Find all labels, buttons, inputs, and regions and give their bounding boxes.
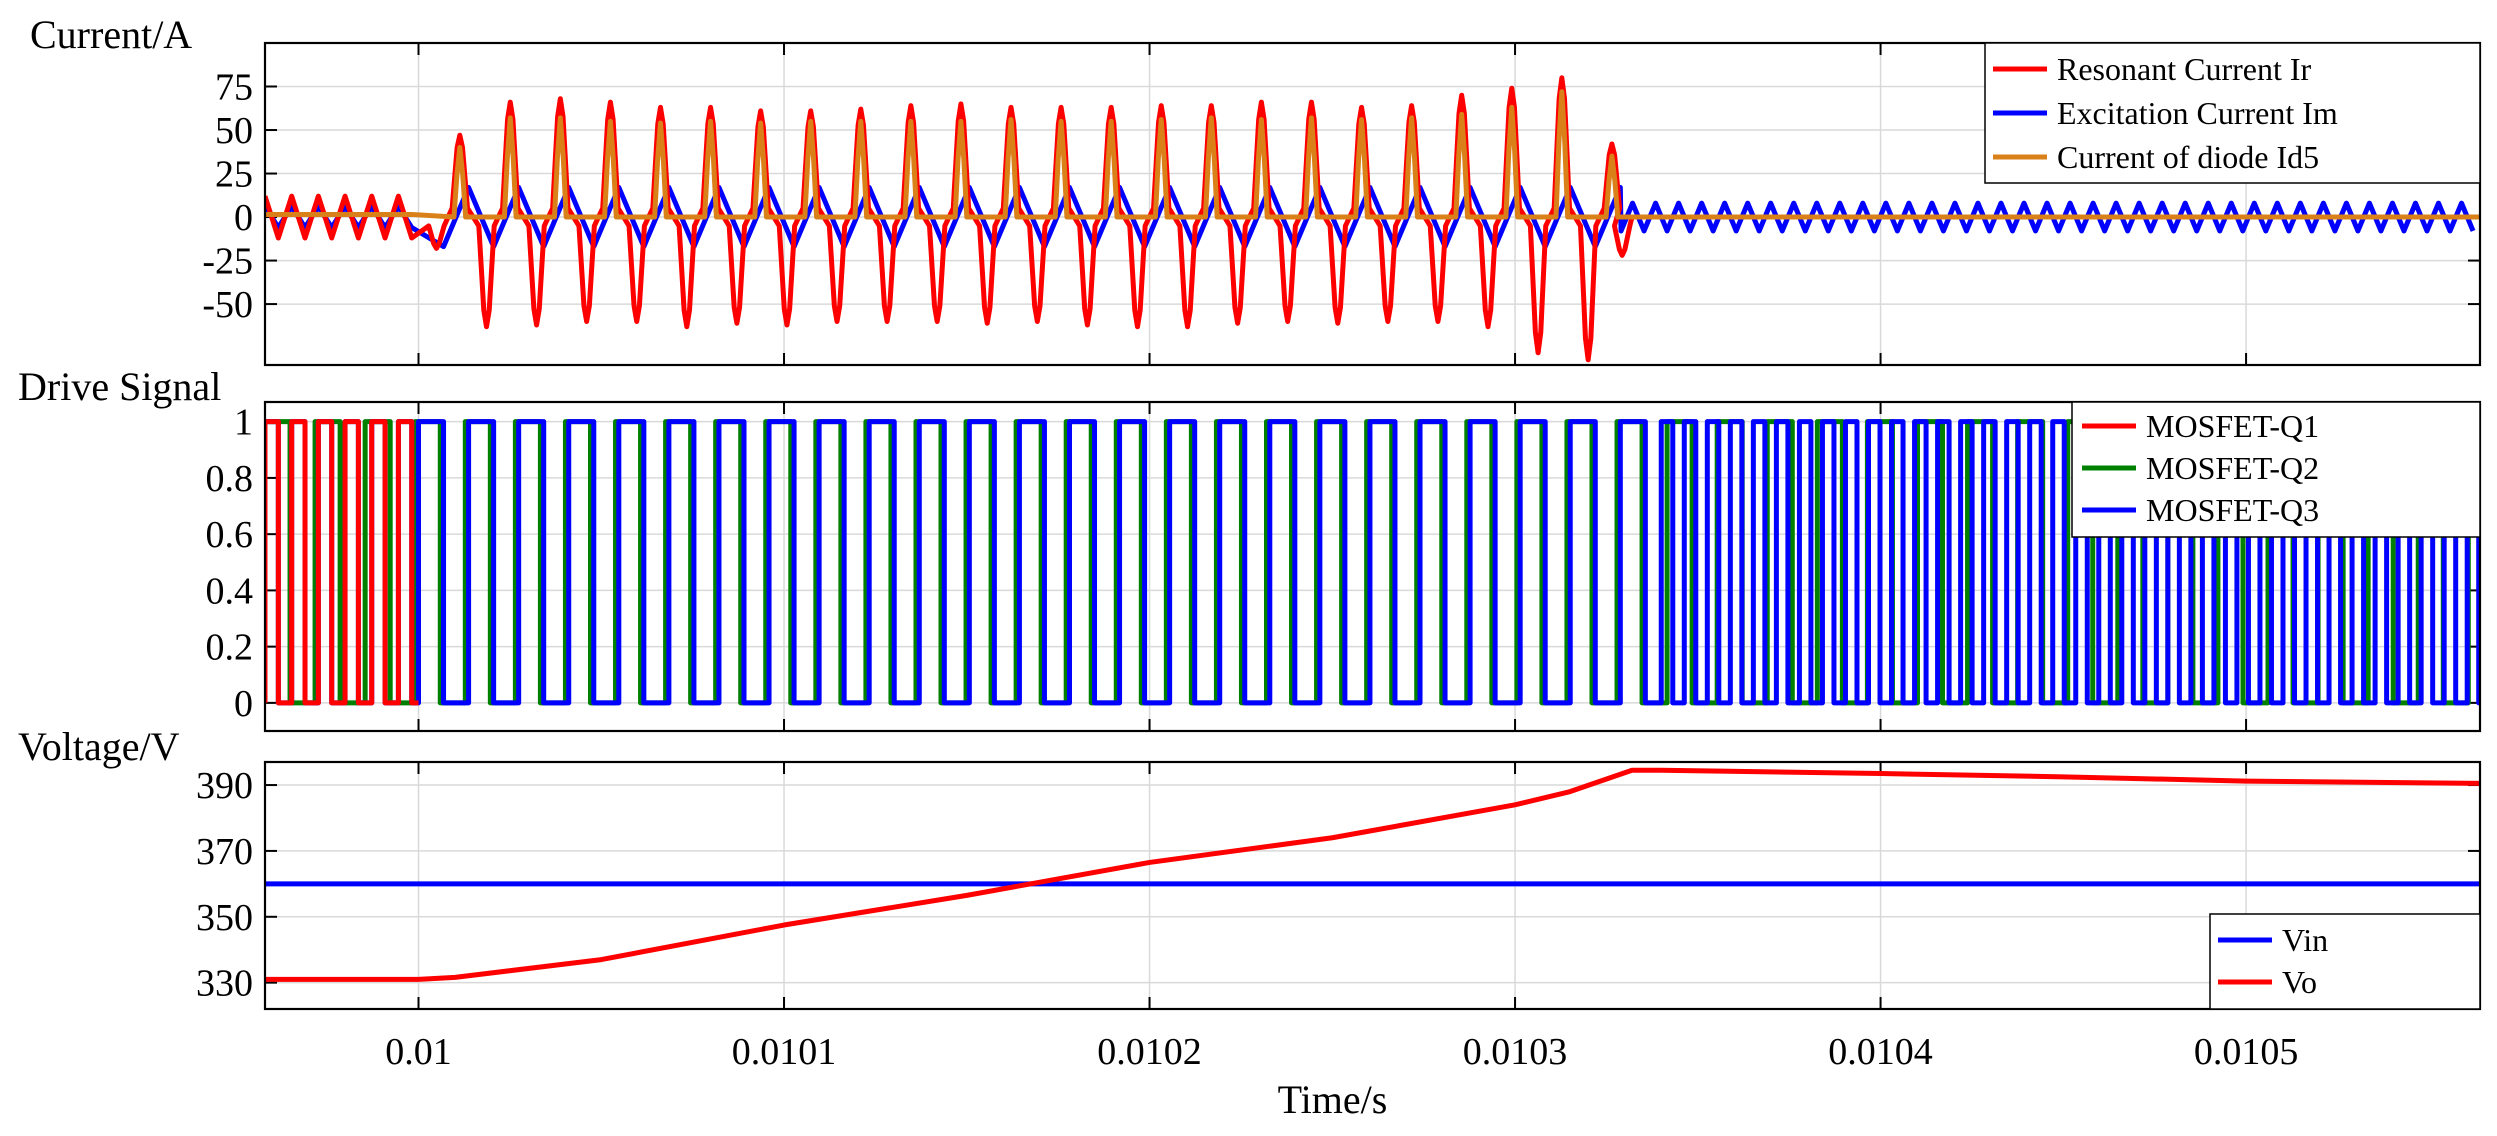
y-tick-label: -50 [202, 284, 253, 326]
y-tick-label: 0.8 [206, 458, 254, 500]
x-tick-label: 0.0103 [1463, 1031, 1568, 1073]
y-tick-label: 0.4 [206, 570, 254, 612]
panel-title: Voltage/V [18, 724, 180, 769]
legend-label: Vin [2282, 922, 2328, 958]
y-tick-label: 0 [234, 197, 253, 239]
legend-label: Resonant Current Ir [2057, 51, 2312, 87]
mosfet-q3-line [265, 419, 2480, 706]
vo-line [265, 767, 2480, 982]
y-tick-label: 350 [196, 897, 253, 939]
axes-frame [263, 760, 2482, 1011]
y-tick-label: 0.6 [206, 514, 254, 556]
legend-label: MOSFET-Q2 [2146, 450, 2319, 486]
x-tick-label: 0.0104 [1828, 1031, 1933, 1073]
y-tick-label: 25 [215, 154, 253, 196]
legend-label: MOSFET-Q3 [2146, 492, 2319, 528]
y-tick-label: 50 [215, 110, 253, 152]
mosfet-q1-line [265, 419, 419, 706]
panel-title: Drive Signal [18, 364, 221, 409]
legend: Vin Vo [2209, 913, 2481, 1010]
legend-box [1984, 42, 2481, 184]
panel-1-series [265, 75, 2480, 363]
axes-frame [263, 41, 2482, 367]
legend: Resonant Current Ir Excitation Current Im… [1984, 42, 2481, 184]
legend-box [2209, 913, 2481, 1010]
panel-3-series [265, 767, 2480, 982]
legend-label: Excitation Current Im [2057, 95, 2338, 131]
y-tick-label: 0.2 [206, 627, 254, 669]
y-tick-label: 390 [196, 765, 253, 807]
panel-3-axes: 330 350 370 390 Voltage/V 0.01 0.0101 0.0102 0.0… [18, 724, 2480, 1122]
y-tick-label: 1 [234, 402, 253, 444]
x-tick-label: 0.0105 [2194, 1031, 2299, 1073]
diode-current-line [265, 89, 2480, 220]
y-tick-label: 75 [215, 67, 253, 109]
x-axis-label: Time/s [1278, 1077, 1388, 1122]
y-tick-label: 370 [196, 831, 253, 873]
y-tick-label: 0 [234, 683, 253, 725]
legend-box [2071, 401, 2481, 538]
x-tick-label: 0.0101 [732, 1031, 837, 1073]
x-tick-label: 0.01 [385, 1031, 452, 1073]
legend-label: MOSFET-Q1 [2146, 408, 2319, 444]
axes-frame [263, 400, 2482, 733]
legend-label: Current of diode Id5 [2057, 139, 2319, 175]
y-tick-label: -25 [202, 241, 253, 283]
legend-label: Vo [2282, 964, 2317, 1000]
legend: MOSFET-Q1 MOSFET-Q2 MOSFET-Q3 [2071, 401, 2481, 538]
panel-title: Current/A [30, 12, 192, 57]
excitation-current-line [265, 184, 2476, 250]
x-tick-label: 0.0102 [1097, 1031, 1202, 1073]
y-tick-label: 330 [196, 963, 253, 1005]
